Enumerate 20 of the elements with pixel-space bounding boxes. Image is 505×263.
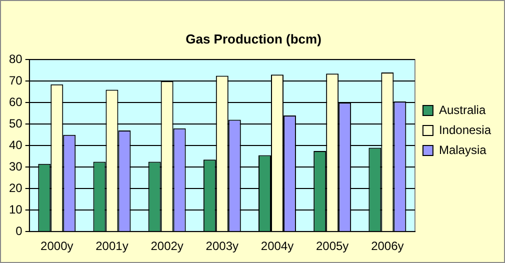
chart-title: Gas Production (bcm) — [186, 31, 322, 46]
legend-label: Australia — [438, 102, 486, 117]
y-tick-label: 70 — [8, 73, 23, 88]
y-tick-label: 30 — [8, 159, 23, 174]
y-tick-label: 50 — [8, 116, 23, 130]
x-tick-label: 2004y — [260, 239, 294, 254]
x-tick-label: 2006y — [371, 239, 404, 254]
y-tick-label: 80 — [8, 52, 23, 66]
legend-label: Indonesia — [438, 122, 492, 137]
legend-label: Malaysia — [438, 142, 487, 157]
y-tick-label: 10 — [8, 202, 23, 216]
y-tick-label: 20 — [8, 180, 23, 195]
x-tick-label: 2005y — [316, 239, 349, 254]
x-tick-label: 2003y — [206, 239, 239, 254]
y-tick-label: 40 — [8, 138, 23, 152]
x-tick-label: 2000y — [40, 239, 74, 254]
y-tick-label: 0 — [16, 224, 23, 238]
y-tick-label: 60 — [8, 94, 23, 109]
x-tick-label: 2001y — [96, 239, 128, 254]
x-tick-label: 2002y — [150, 239, 184, 254]
